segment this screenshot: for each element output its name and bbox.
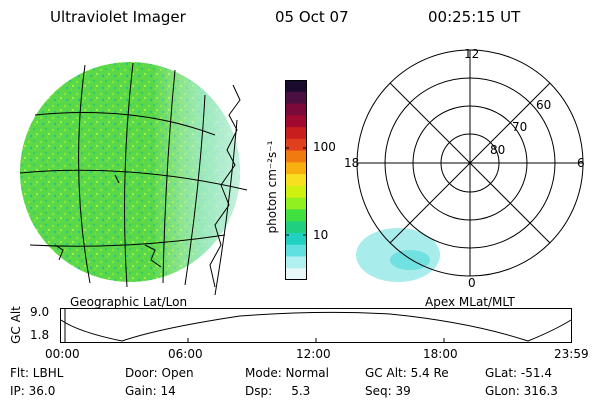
colorbar-stripe (285, 197, 307, 210)
colorbar-stripe (285, 80, 307, 93)
image-time: 00:25:15 UT (428, 8, 521, 26)
info-gc-alt: GC Alt: 5.4 Re (365, 366, 449, 380)
colorbar-stripe (285, 115, 307, 128)
colorbar-stripe (285, 209, 307, 222)
mlat-label-80: 80 (490, 143, 506, 157)
mlt-label-6: 6 (577, 156, 585, 170)
altitude-xtick-1800: 18:00 (423, 347, 458, 361)
colorbar-stripe (285, 127, 307, 140)
colorbar-stripe (285, 138, 307, 152)
altitude-xtick-1200: 12:00 (296, 347, 331, 361)
info-glat: GLat: -51.4 (485, 366, 552, 380)
geographic-globe-image (19, 62, 248, 295)
instrument-title: Ultraviolet Imager (50, 8, 186, 26)
altitude-xtick-0600: 06:00 (168, 347, 203, 361)
info-flt: Flt: LBHL (10, 366, 64, 380)
info-door: Door: Open (125, 366, 194, 380)
mlt-label-0: 0 (468, 276, 476, 290)
altitude-ylabel: GC Alt (9, 306, 23, 344)
info-dsp: Dsp: 5.3 (245, 384, 311, 398)
altitude-xtick-0000: 00:00 (45, 347, 80, 361)
colorbar-stripe (285, 174, 307, 187)
colorbar-tick-10: 10 (313, 228, 329, 242)
colorbar-stripe (285, 221, 307, 234)
geographic-panel-label: Geographic Lat/Lon (70, 295, 188, 309)
mlt-label-18: 18 (344, 156, 360, 170)
info-ip: IP: 36.0 (10, 384, 56, 398)
colorbar-stripe (285, 185, 307, 199)
colorbar-stripe (285, 150, 307, 163)
info-mode: Mode: Normal (245, 366, 329, 380)
colorbar-stripe (285, 91, 307, 105)
altitude-plot (60, 308, 572, 343)
altitude-ytick-min: 1.8 (30, 328, 50, 342)
mlat-label-70: 70 (512, 120, 528, 134)
colorbar-stripe (285, 244, 307, 257)
mlt-label-12: 12 (464, 47, 480, 61)
altitude-ytick-max: 9.0 (30, 305, 50, 319)
mlat-label-60: 60 (536, 98, 552, 112)
colorbar-stripe (285, 103, 307, 116)
info-glon: GLon: 316.3 (485, 384, 558, 398)
colorbar-stripe (285, 256, 307, 269)
intensity-colorbar (285, 80, 307, 280)
colorbar-unit-label: photon cm⁻²s⁻¹ (265, 140, 279, 234)
polar-mlat-mlt-plot (356, 49, 584, 282)
colorbar-stripe (285, 162, 307, 175)
colorbar-stripe (285, 268, 307, 280)
colorbar-tick-100: 100 (313, 140, 336, 154)
colorbar-stripe (285, 232, 307, 246)
apex-panel-label: Apex MLat/MLT (425, 295, 515, 309)
coastline (54, 84, 241, 288)
info-seq: Seq: 39 (365, 384, 411, 398)
info-gain: Gain: 14 (125, 384, 176, 398)
image-date: 05 Oct 07 (275, 8, 349, 26)
altitude-xtick-2359: 23:59 (554, 347, 589, 361)
